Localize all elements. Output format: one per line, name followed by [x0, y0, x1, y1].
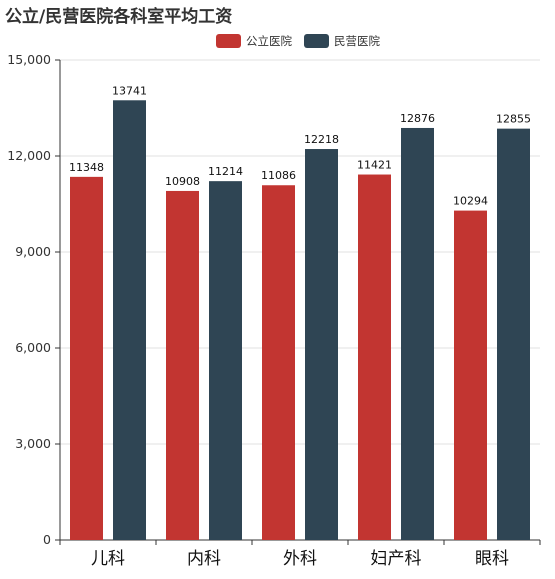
- y-tick-label: 0: [43, 532, 51, 547]
- x-tick-label: 外科: [283, 549, 317, 569]
- y-tick-label: 15,000: [7, 52, 51, 67]
- bar: [497, 128, 530, 540]
- chart-title: 公立/民营医院各科室平均工资: [5, 7, 233, 27]
- bar: [305, 149, 338, 541]
- data-label: 10294: [453, 195, 488, 208]
- legend-swatch-private: [304, 34, 329, 48]
- bar: [166, 190, 199, 540]
- data-label: 10908: [165, 175, 200, 188]
- y-tick-label: 9,000: [15, 244, 51, 259]
- data-label: 13741: [112, 84, 147, 97]
- bar: [262, 185, 295, 541]
- data-label: 12218: [304, 133, 339, 146]
- data-label: 11348: [69, 161, 104, 174]
- bar: [454, 210, 487, 541]
- x-tick-label: 妇产科: [371, 549, 422, 569]
- y-tick-label: 3,000: [15, 436, 51, 451]
- legend-label-public: 公立医院: [246, 34, 292, 48]
- data-label: 12876: [400, 112, 435, 125]
- data-label: 12855: [496, 113, 531, 126]
- legend-item-private[interactable]: 民营医院: [304, 33, 380, 49]
- data-label: 11421: [357, 159, 392, 172]
- bar: [209, 181, 242, 541]
- bar: [113, 100, 146, 541]
- x-tick-label: 内科: [187, 549, 221, 569]
- x-tick-label: 儿科: [91, 549, 125, 569]
- legend: 公立医院 民营医院: [216, 33, 392, 49]
- legend-label-private: 民营医院: [334, 34, 380, 48]
- y-tick-label: 6,000: [15, 340, 51, 355]
- y-tick-label: 12,000: [7, 148, 51, 163]
- x-tick-label: 眼科: [475, 549, 509, 569]
- data-label: 11214: [208, 165, 243, 178]
- bar: [358, 174, 391, 540]
- bar: [70, 176, 103, 540]
- legend-item-public[interactable]: 公立医院: [216, 33, 292, 49]
- bar: [401, 127, 434, 540]
- data-label: 11086: [261, 169, 296, 182]
- legend-swatch-public: [216, 34, 241, 48]
